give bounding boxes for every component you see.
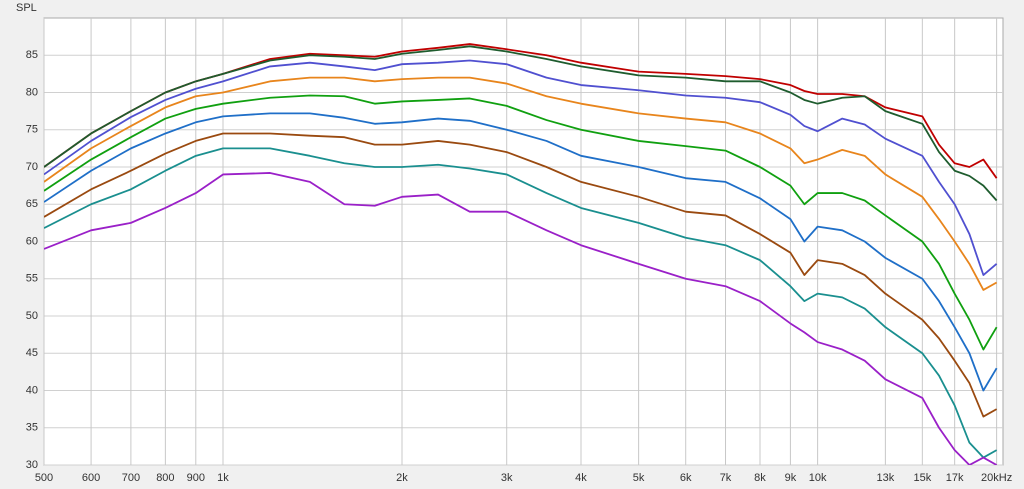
y-tick-label: 65 (26, 198, 38, 210)
x-tick-label: 5k (633, 472, 645, 484)
x-tick-label: 6k (680, 472, 692, 484)
x-tick-label: 13k (877, 472, 895, 484)
series-line (44, 76, 998, 291)
x-tick-label: 15k (913, 472, 931, 484)
y-tick-label: 80 (26, 86, 38, 98)
x-tick-label: 1k (217, 472, 229, 484)
series-line (44, 59, 998, 276)
series-line (44, 147, 998, 459)
y-tick-label: 55 (26, 273, 38, 285)
y-tick-label: 40 (26, 384, 38, 396)
y-axis-label: SPL (16, 2, 37, 14)
y-tick-label: 60 (26, 235, 38, 247)
y-tick-label: 75 (26, 124, 38, 136)
x-tick-label: 600 (82, 472, 100, 484)
x-tick-label: 20kHz (981, 472, 1012, 484)
y-tick-label: 30 (26, 459, 38, 471)
x-tick-label: 3k (501, 472, 513, 484)
x-tick-label: 8k (754, 472, 766, 484)
y-tick-label: 45 (26, 347, 38, 359)
x-tick-label: 2k (396, 472, 408, 484)
series-line (44, 45, 998, 202)
x-tick-label: 4k (575, 472, 587, 484)
series-line (44, 112, 998, 392)
series-line (44, 132, 998, 418)
x-tick-label: 500 (35, 472, 53, 484)
x-tick-label: 900 (187, 472, 205, 484)
y-tick-label: 50 (26, 310, 38, 322)
x-tick-label: 700 (122, 472, 140, 484)
x-tick-label: 10k (809, 472, 827, 484)
y-tick-label: 35 (26, 422, 38, 434)
series-line (44, 172, 998, 465)
x-tick-label: 9k (785, 472, 797, 484)
x-tick-label: 17k (946, 472, 964, 484)
x-tick-label: 800 (156, 472, 174, 484)
y-tick-label: 85 (26, 49, 38, 61)
series-line (44, 94, 998, 351)
y-tick-label: 70 (26, 161, 38, 173)
x-tick-label: 7k (720, 472, 732, 484)
